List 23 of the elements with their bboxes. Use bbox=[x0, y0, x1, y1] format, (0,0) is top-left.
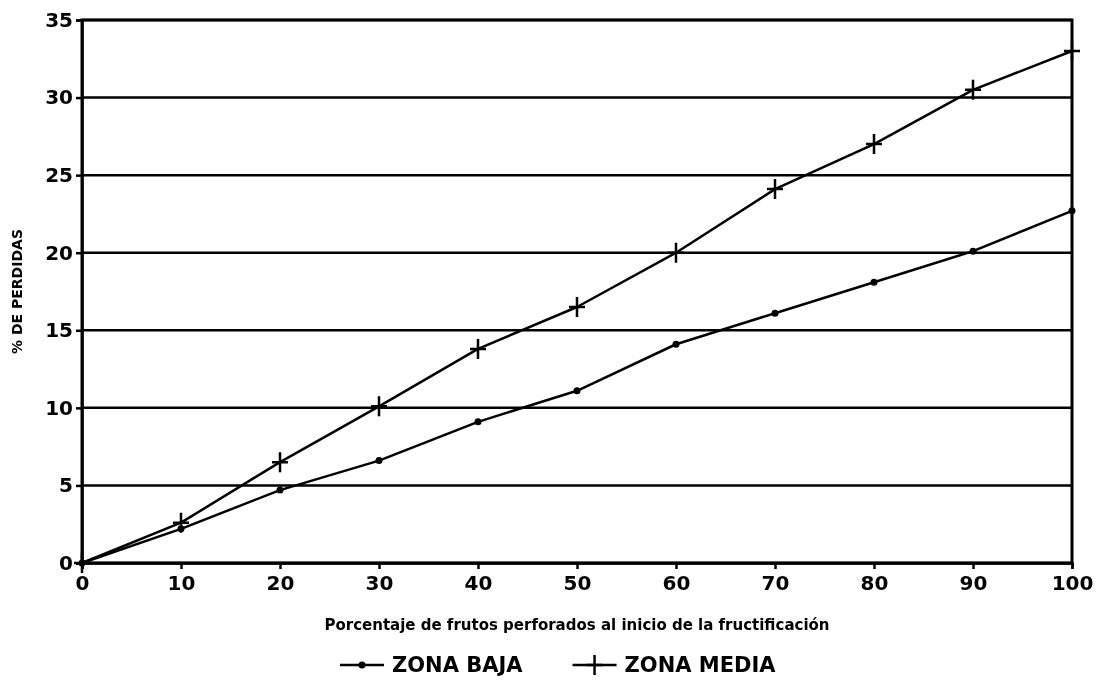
x-tick-label: 50 bbox=[563, 571, 592, 595]
x-tick-label: 20 bbox=[266, 571, 295, 595]
x-tick-label: 30 bbox=[365, 571, 394, 595]
x-tick-label: 80 bbox=[860, 571, 889, 595]
y-tick-label: 25 bbox=[45, 163, 73, 188]
x-tick-label: 60 bbox=[662, 571, 691, 595]
y-tick-label: 20 bbox=[45, 240, 73, 265]
y-tick-label: 0 bbox=[59, 550, 73, 575]
legend-label: ZONA BAJA bbox=[392, 653, 524, 677]
y-tick-label: 10 bbox=[45, 395, 73, 420]
legend-label: ZONA MEDIA bbox=[624, 653, 777, 677]
x-tick-label: 0 bbox=[75, 571, 90, 595]
x-tick-label: 90 bbox=[959, 571, 988, 595]
y-tick-label: 35 bbox=[45, 7, 73, 32]
y-tick-label: 30 bbox=[45, 85, 73, 110]
y-tick-label: 5 bbox=[59, 473, 73, 498]
x-tick-label: 100 bbox=[1051, 571, 1094, 595]
y-tick-label: 15 bbox=[45, 318, 73, 343]
x-tick-label: 40 bbox=[464, 571, 493, 595]
x-axis-title: Porcentaje de frutos perforados al inicio de la fructificación bbox=[324, 616, 830, 634]
y-axis-title: % DE PERDIDAS bbox=[9, 229, 25, 354]
x-tick-label: 70 bbox=[761, 571, 790, 595]
x-tick-label: 10 bbox=[167, 571, 196, 595]
